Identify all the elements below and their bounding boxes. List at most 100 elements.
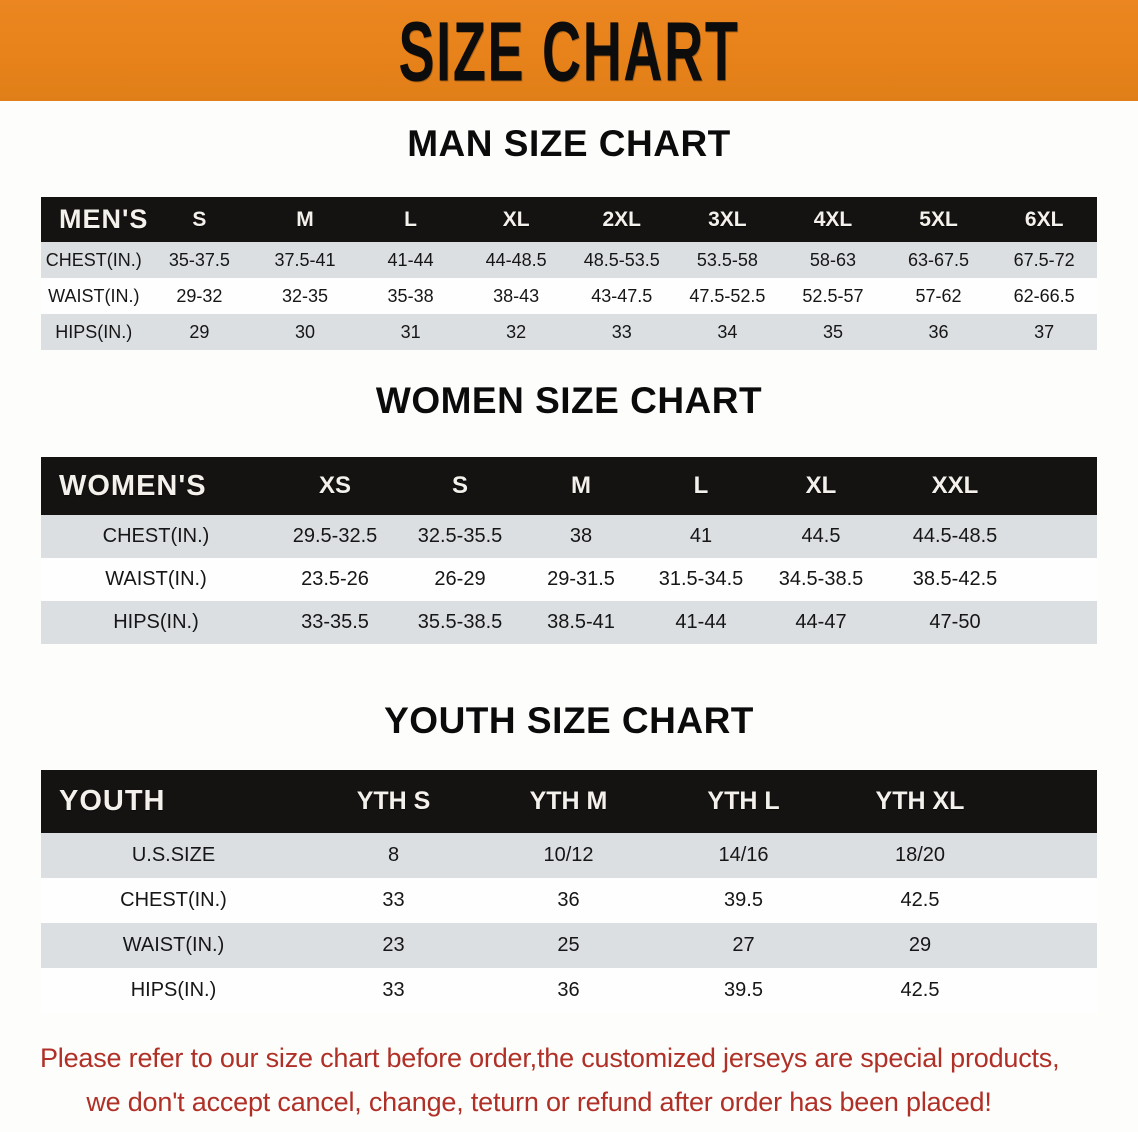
men-row-label: HIPS(IN.) xyxy=(55,321,133,342)
women-cell: 29-31.5 xyxy=(547,568,615,590)
women-header-spacer xyxy=(1029,457,1097,515)
youth-corner-label: YOUTH xyxy=(59,785,166,817)
youth-cell-spacer xyxy=(1009,923,1097,968)
page-banner: SIZE CHART xyxy=(0,0,1138,101)
men-cell: 58-63 xyxy=(809,249,856,270)
women-cell: 26-29 xyxy=(434,568,486,590)
men-column-header: 2XL xyxy=(602,207,642,231)
youth-column-header: YTH M xyxy=(529,787,608,815)
men-column-header: L xyxy=(404,207,417,231)
man-size-table: MEN'S S M L XL 2XL 3XL 4XL 5XL 6XL CHEST… xyxy=(41,197,1097,350)
youth-cell: 42.5 xyxy=(900,979,940,1001)
men-cell: 37 xyxy=(1034,321,1055,342)
footer-line-2: we don't accept cancel, change, teturn o… xyxy=(86,1087,992,1117)
women-column-header: L xyxy=(693,472,709,499)
women-cell: 41-44 xyxy=(675,611,727,633)
men-cell: 44-48.5 xyxy=(485,249,547,270)
women-row-label: CHEST(IN.) xyxy=(102,525,210,547)
youth-size-table: YOUTH YTH S YTH M YTH L YTH XL U.S.SIZE … xyxy=(41,770,1097,1013)
men-cell: 67.5-72 xyxy=(1013,249,1075,270)
men-column-header: 6XL xyxy=(1024,207,1064,231)
men-column-header: 5XL xyxy=(919,207,958,231)
table-row: HIPS(IN.) 29 30 31 32 33 34 35 36 37 xyxy=(41,314,1097,350)
men-column-header: M xyxy=(296,207,314,231)
table-row: HIPS(IN.) 33-35.5 35.5-38.5 38.5-41 41-4… xyxy=(41,601,1097,644)
women-cell: 32.5-35.5 xyxy=(417,525,503,547)
youth-cell: 39.5 xyxy=(724,979,763,1001)
men-column-header: 4XL xyxy=(813,207,853,231)
footer-line-1: Please refer to our size chart before or… xyxy=(40,1043,1060,1073)
women-cell: 38 xyxy=(569,525,593,547)
men-cell: 43-47.5 xyxy=(591,285,653,306)
table-row: CHEST(IN.) 29.5-32.5 32.5-35.5 38 41 44.… xyxy=(41,515,1097,558)
men-cell: 47.5-52.5 xyxy=(689,285,766,306)
women-column-header: M xyxy=(571,472,591,499)
men-cell: 35-37.5 xyxy=(168,249,230,270)
men-cell: 34 xyxy=(717,321,738,342)
women-cell-spacer xyxy=(1029,601,1097,644)
women-column-header: XL xyxy=(805,472,837,499)
table-row: U.S.SIZE 8 10/12 14/16 18/20 xyxy=(41,833,1097,878)
table-header-row: YOUTH YTH S YTH M YTH L YTH XL xyxy=(41,770,1097,833)
table-row: HIPS(IN.) 33 36 39.5 42.5 xyxy=(41,968,1097,1013)
men-cell: 53.5-58 xyxy=(696,249,758,270)
table-row: CHEST(IN.) 35-37.5 37.5-41 41-44 44-48.5… xyxy=(41,242,1097,278)
youth-cell: 33 xyxy=(382,889,405,911)
page-title: SIZE CHART xyxy=(398,3,740,98)
youth-cell: 29 xyxy=(908,934,932,956)
women-cell: 38.5-41 xyxy=(547,611,615,633)
women-row-label: HIPS(IN.) xyxy=(113,611,199,633)
women-cell: 41 xyxy=(689,525,713,547)
women-row-label: WAIST(IN.) xyxy=(105,568,207,590)
men-cell: 29-32 xyxy=(176,285,223,306)
women-cell: 44-47 xyxy=(795,611,847,633)
men-cell: 38-43 xyxy=(493,285,540,306)
women-cell: 29.5-32.5 xyxy=(292,525,378,547)
men-row-label: WAIST(IN.) xyxy=(48,285,140,306)
men-row-label: CHEST(IN.) xyxy=(45,249,142,270)
youth-cell: 27 xyxy=(732,934,755,956)
youth-cell-spacer xyxy=(1009,968,1097,1013)
table-header-row: MEN'S S M L XL 2XL 3XL 4XL 5XL 6XL xyxy=(41,197,1097,242)
youth-column-header: YTH XL xyxy=(875,787,965,815)
women-cell: 34.5-38.5 xyxy=(778,568,864,590)
table-row: WAIST(IN.) 23 25 27 29 xyxy=(41,923,1097,968)
youth-row-label: WAIST(IN.) xyxy=(122,934,225,956)
youth-cell: 33 xyxy=(382,979,405,1001)
youth-cell: 23 xyxy=(382,934,405,956)
youth-cell-spacer xyxy=(1009,878,1097,923)
men-cell: 30 xyxy=(294,321,315,342)
women-cell: 35.5-38.5 xyxy=(417,611,503,633)
youth-cell: 36 xyxy=(557,979,580,1001)
youth-cell: 10/12 xyxy=(543,844,594,866)
footer-disclaimer: Please refer to our size chart before or… xyxy=(40,1036,1098,1124)
men-cell: 29 xyxy=(189,321,210,342)
men-cell: 62-66.5 xyxy=(1013,285,1075,306)
women-column-header: XXL xyxy=(931,472,979,499)
men-cell: 52.5-57 xyxy=(802,285,864,306)
table-row: CHEST(IN.) 33 36 39.5 42.5 xyxy=(41,878,1097,923)
men-column-header: XL xyxy=(502,207,530,231)
youth-header-spacer xyxy=(1009,770,1097,833)
man-section-title: MAN SIZE CHART xyxy=(407,123,731,164)
men-cell: 33 xyxy=(611,321,632,342)
youth-row-label: U.S.SIZE xyxy=(131,844,216,866)
men-cell: 35 xyxy=(822,321,843,342)
women-cell: 38.5-42.5 xyxy=(912,568,998,590)
men-cell: 63-67.5 xyxy=(908,249,970,270)
youth-cell: 39.5 xyxy=(724,889,763,911)
women-cell: 23.5-26 xyxy=(301,568,369,590)
men-cell: 37.5-41 xyxy=(274,249,336,270)
women-cell-spacer xyxy=(1029,558,1097,601)
women-cell: 33-35.5 xyxy=(301,611,369,633)
men-column-header: 3XL xyxy=(708,207,747,231)
men-column-header: S xyxy=(192,207,207,231)
men-corner-label: MEN'S xyxy=(59,204,149,234)
youth-row-label: CHEST(IN.) xyxy=(120,889,227,911)
men-cell: 36 xyxy=(928,321,949,342)
youth-cell: 42.5 xyxy=(900,889,940,911)
women-corner-label: WOMEN'S xyxy=(59,469,207,502)
youth-cell: 18/20 xyxy=(894,844,946,866)
youth-row-label: HIPS(IN.) xyxy=(130,979,217,1001)
